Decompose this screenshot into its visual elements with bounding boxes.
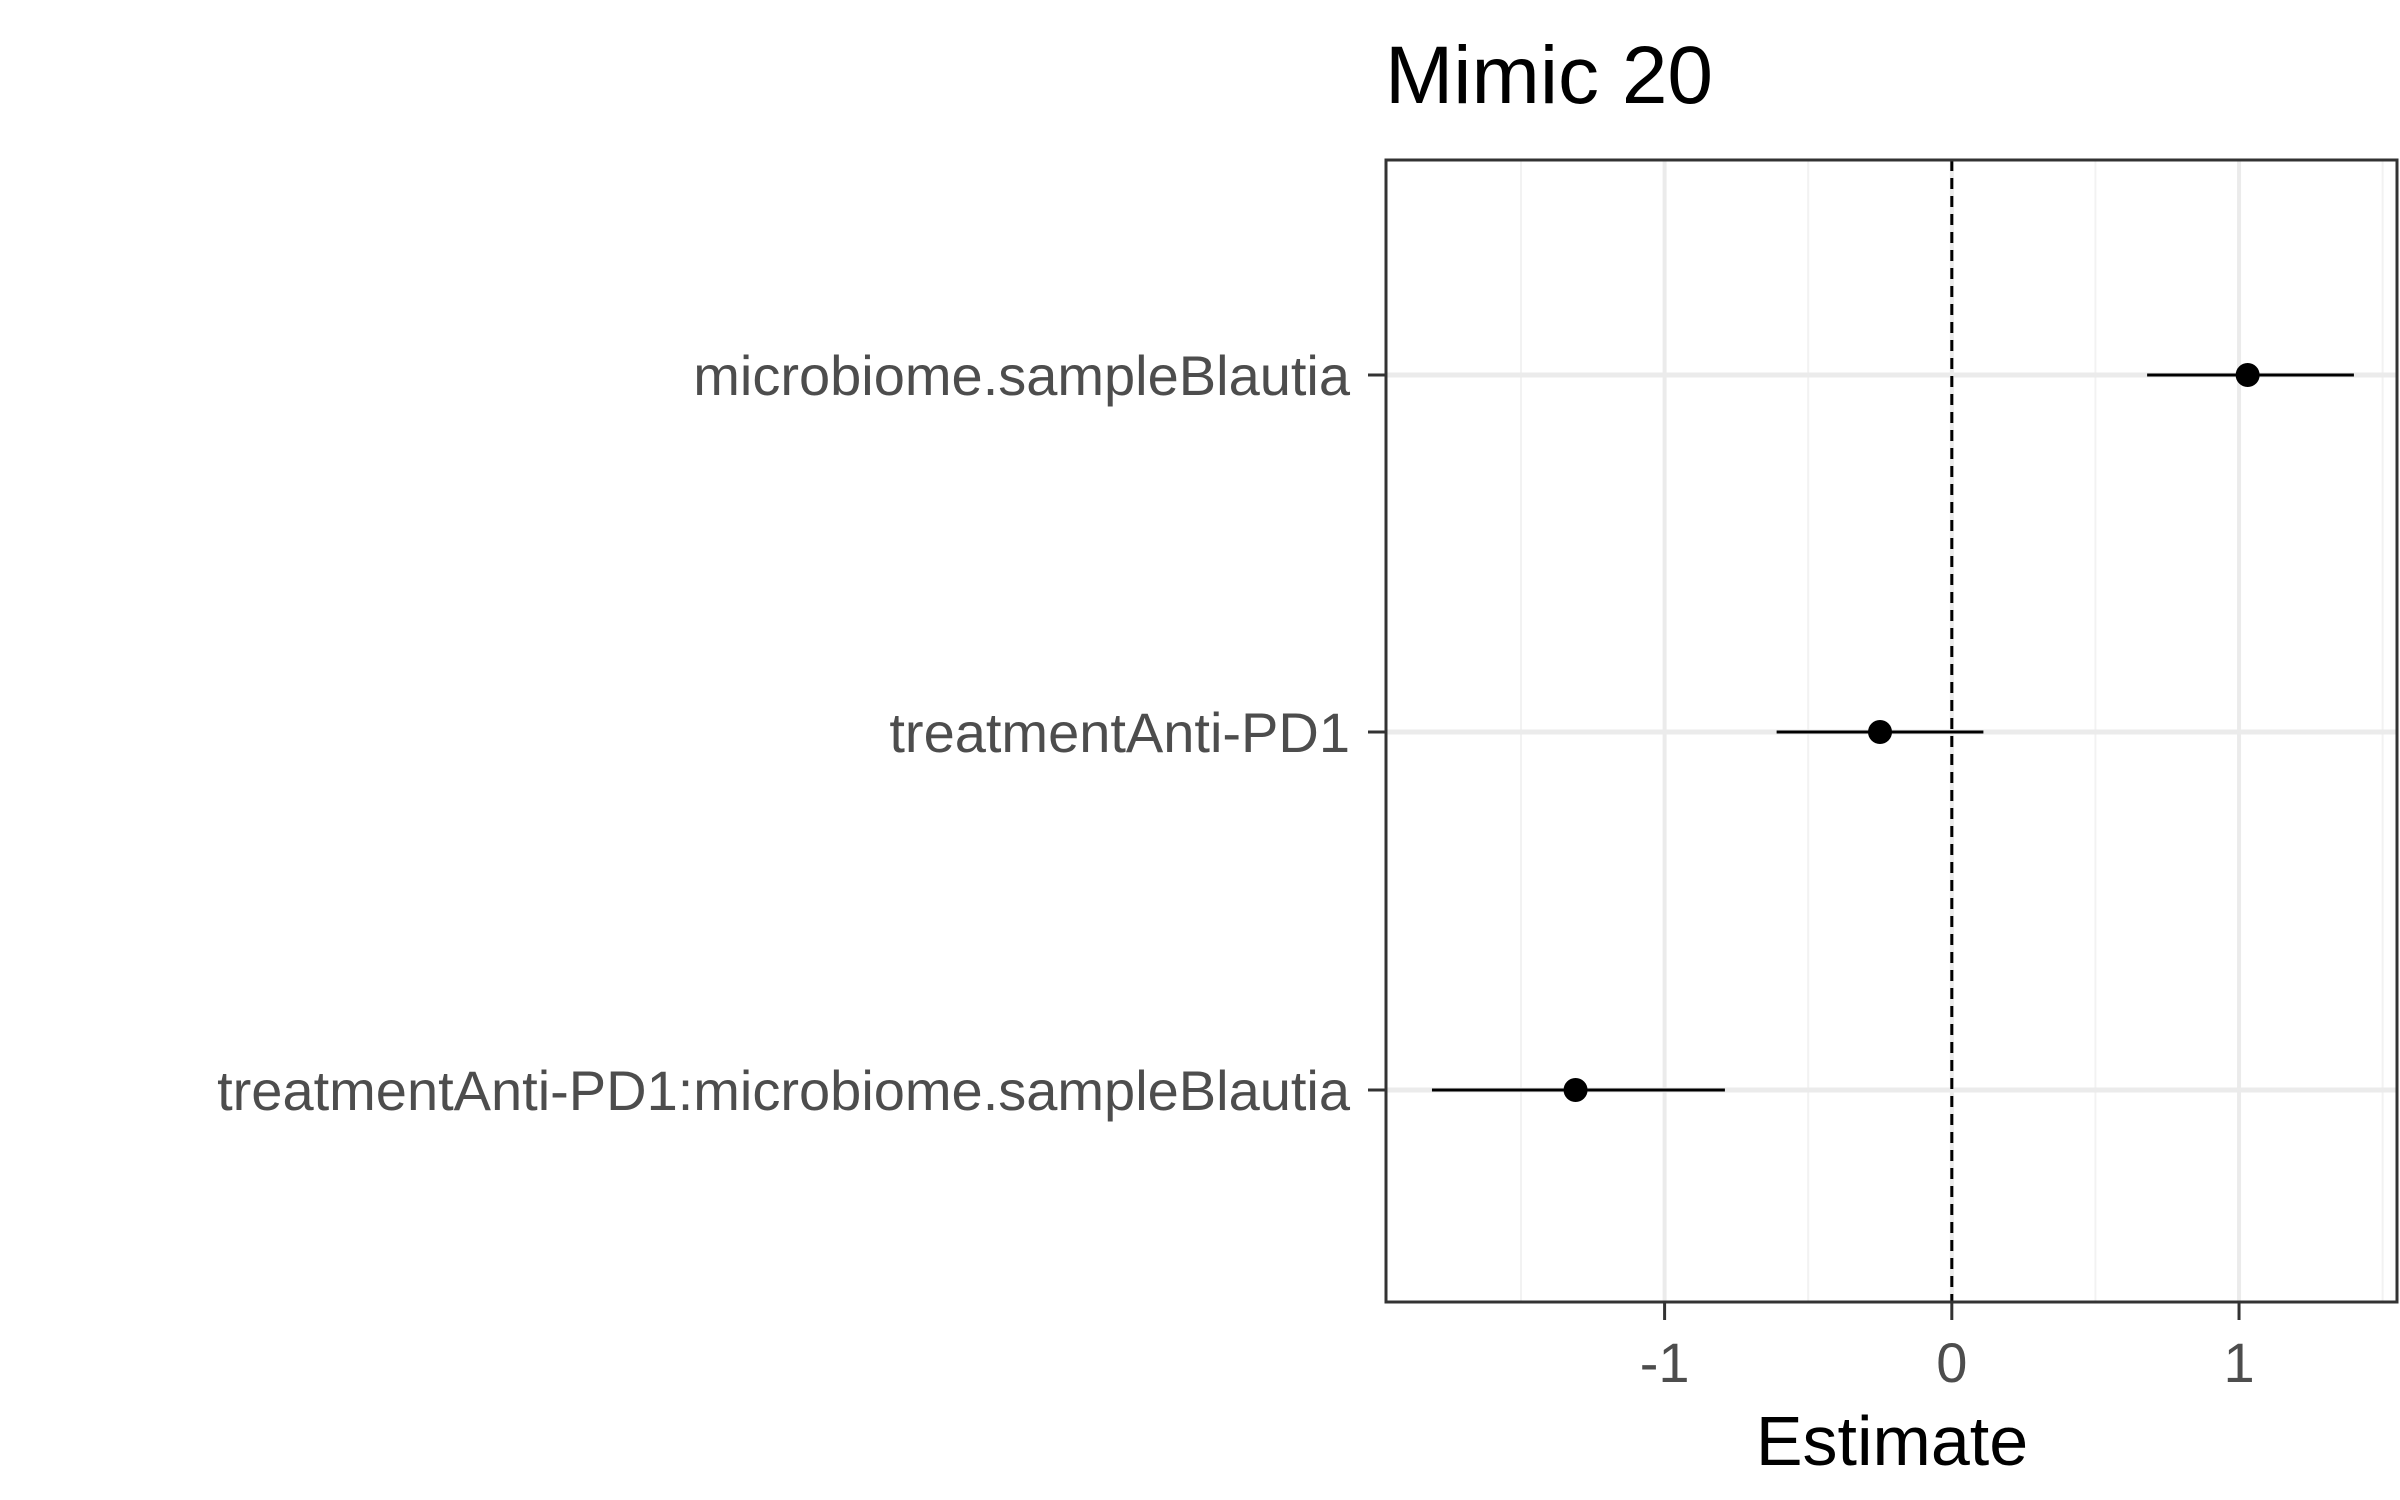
x-axis-label: Estimate	[1756, 1402, 2028, 1480]
x-tick-label: -1	[1640, 1331, 1690, 1394]
y-tick-label: treatmentAnti-PD1	[889, 701, 1350, 764]
y-tick-label: microbiome.sampleBlautia	[693, 344, 1351, 407]
x-axis: -1 0 1	[1640, 1302, 2255, 1394]
x-tick-label: 1	[2223, 1331, 2254, 1394]
estimates-layer	[1431, 363, 2354, 1102]
estimate-point	[2235, 363, 2260, 387]
y-tick-label: treatmentAnti-PD1:microbiome.sampleBlaut…	[217, 1059, 1351, 1122]
estimate-point	[1563, 1078, 1588, 1102]
x-tick-label: 0	[1936, 1331, 1967, 1394]
estimate-point	[1868, 720, 1893, 744]
chart-title: Mimic 20	[1385, 30, 1713, 121]
y-axis: microbiome.sampleBlautia treatmentAnti-PD…	[217, 344, 1386, 1122]
